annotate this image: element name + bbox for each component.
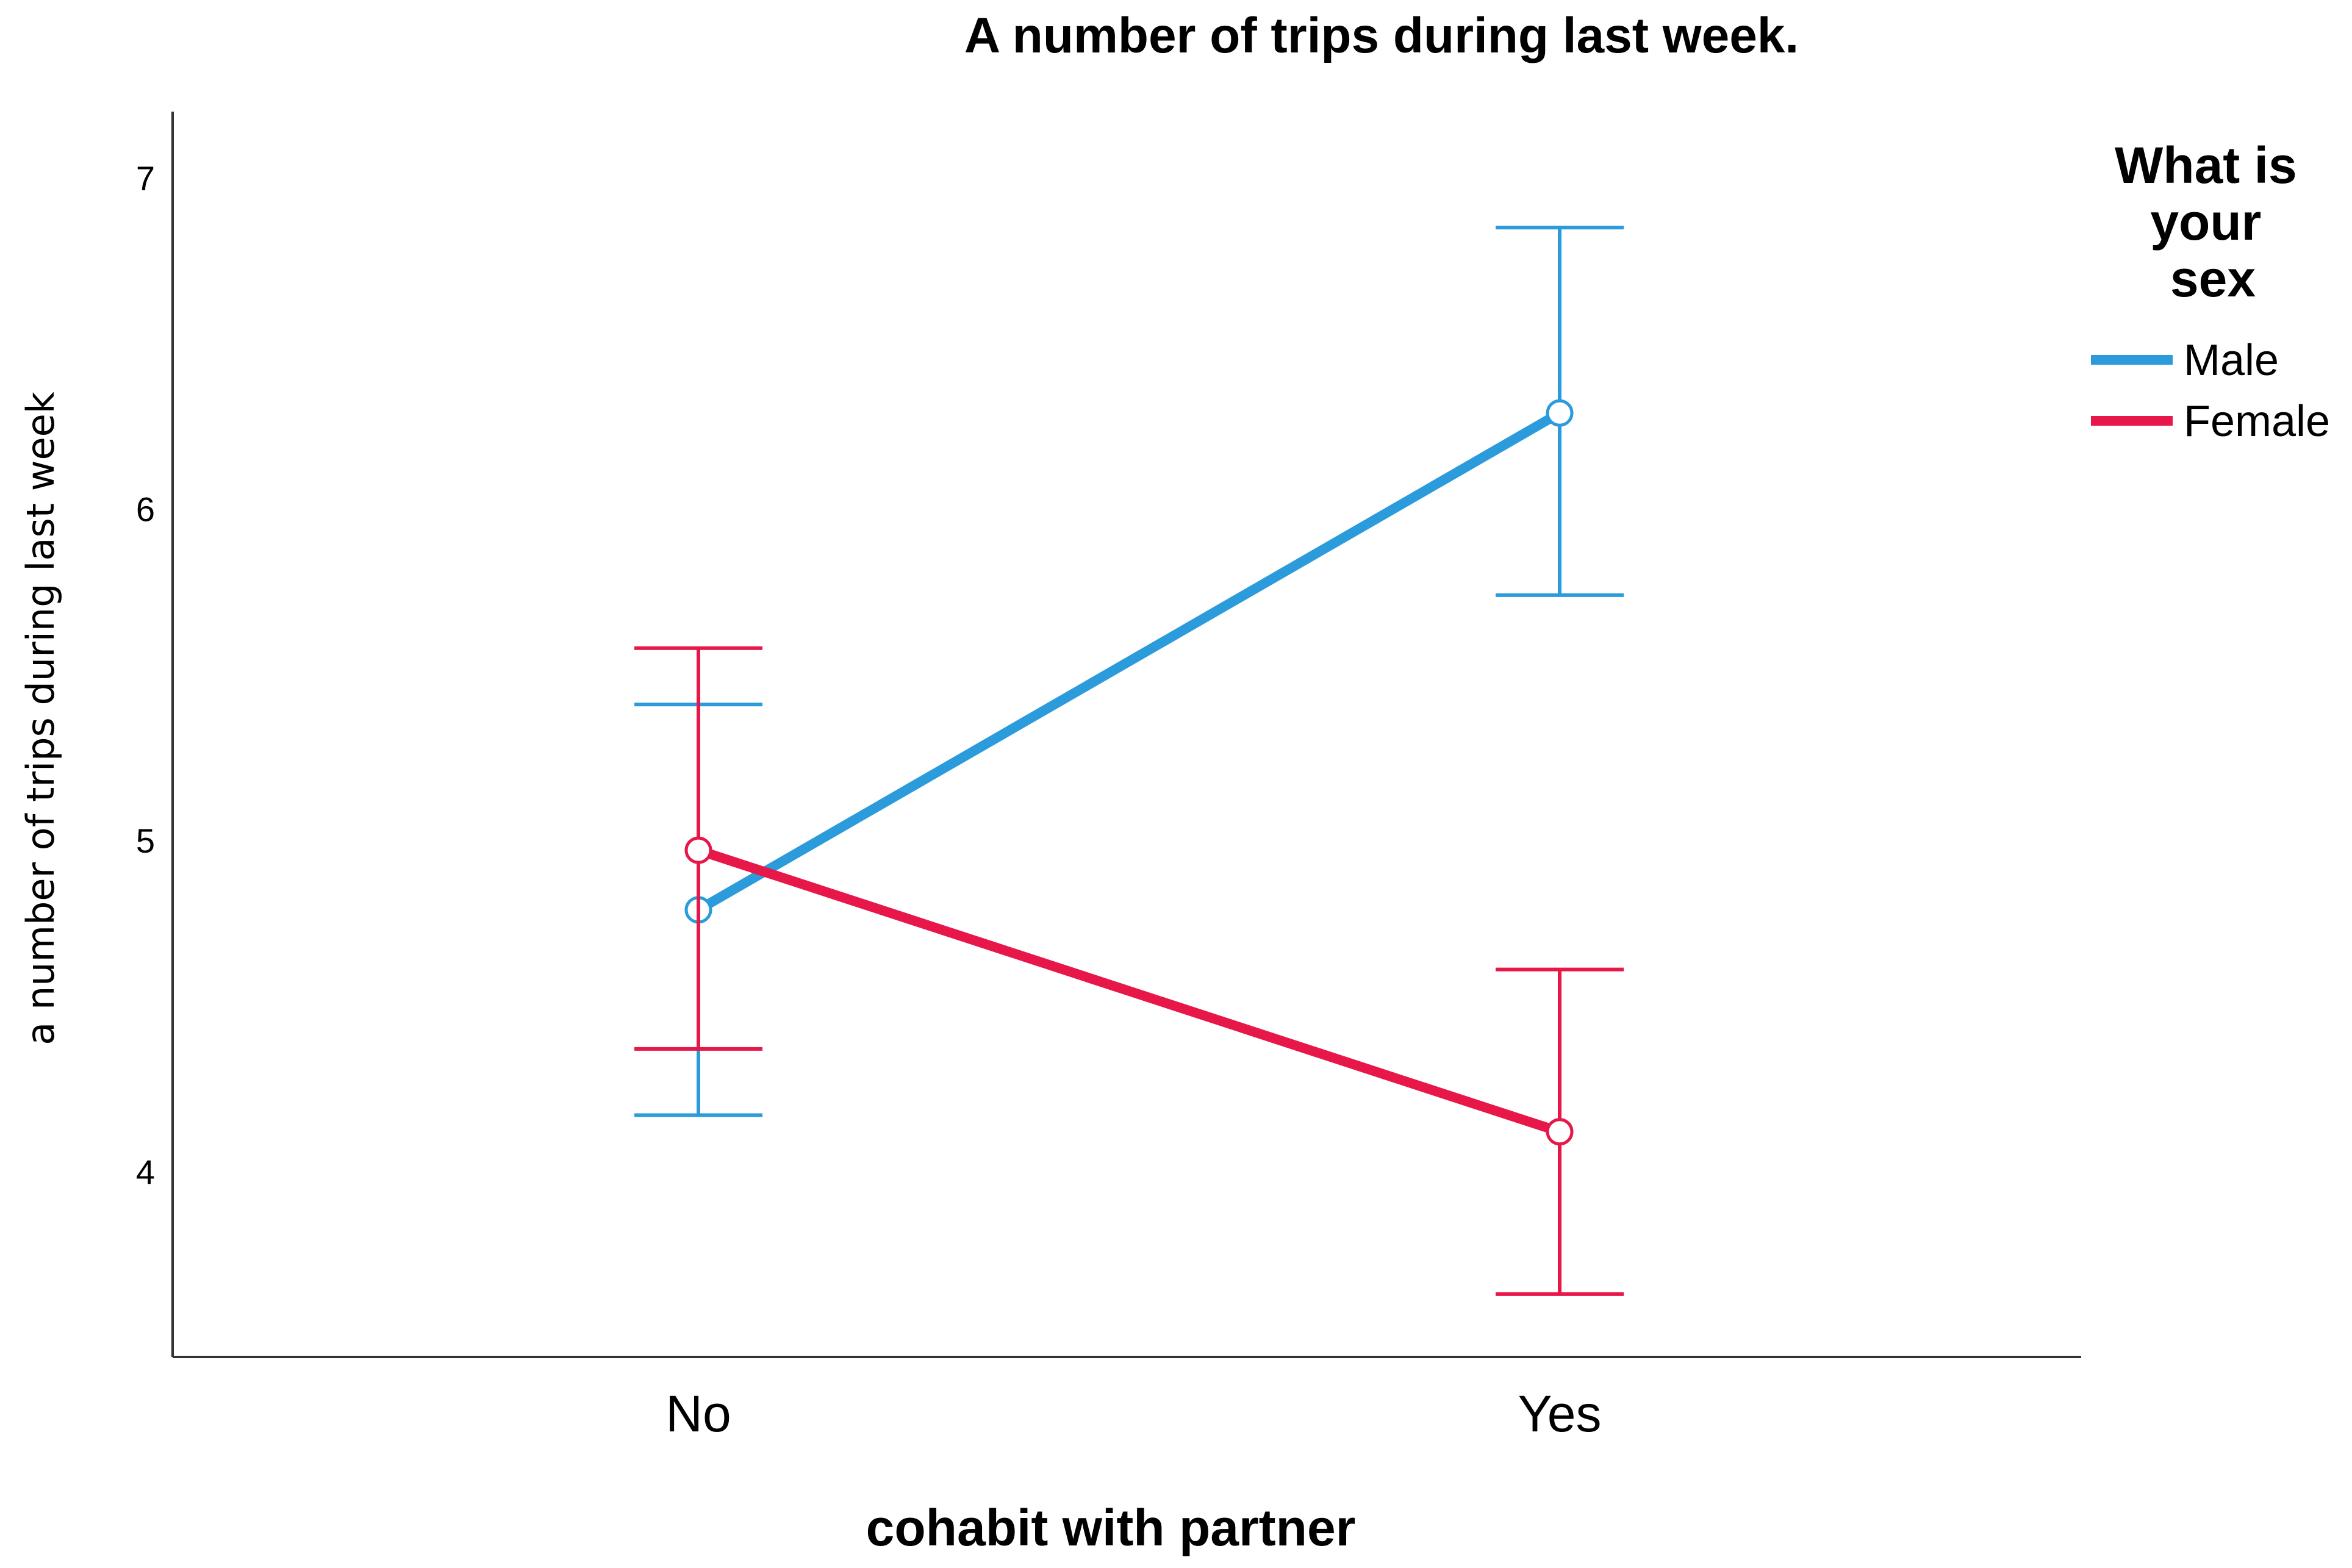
legend-item: Female bbox=[2091, 397, 2330, 446]
x-tick-label: Yes bbox=[1518, 1385, 1601, 1442]
legend-title: What is your sex bbox=[2115, 137, 2311, 307]
y-axis-title: a number of trips during last week bbox=[18, 392, 63, 1045]
legend-label: Male bbox=[2184, 336, 2279, 385]
legend-label: Female bbox=[2184, 397, 2330, 446]
plot-area: 4 5 6 7 No Yes bbox=[136, 112, 2081, 1442]
data-point bbox=[684, 836, 712, 864]
y-tick-label: 7 bbox=[136, 159, 155, 198]
data-point bbox=[1546, 399, 1574, 427]
y-tick-label: 6 bbox=[136, 490, 155, 529]
series-male bbox=[634, 226, 1624, 1117]
series-line bbox=[694, 408, 1565, 915]
legend-title-line: your bbox=[2150, 193, 2261, 251]
legend: What is your sex Male Female bbox=[2091, 137, 2330, 446]
x-axis-title: cohabit with partner bbox=[866, 1499, 1356, 1556]
legend-item: Male bbox=[2091, 336, 2279, 385]
x-tick-label: No bbox=[665, 1385, 731, 1442]
data-point bbox=[1546, 1118, 1574, 1146]
series-female bbox=[634, 646, 1624, 1296]
series-line bbox=[694, 845, 1565, 1137]
y-tick-label: 4 bbox=[136, 1153, 155, 1191]
chart-title: A number of trips during last week. bbox=[964, 8, 1799, 63]
legend-title-line: sex bbox=[2170, 250, 2256, 307]
legend-title-line: What is bbox=[2115, 137, 2297, 194]
y-tick-label: 5 bbox=[136, 822, 155, 860]
